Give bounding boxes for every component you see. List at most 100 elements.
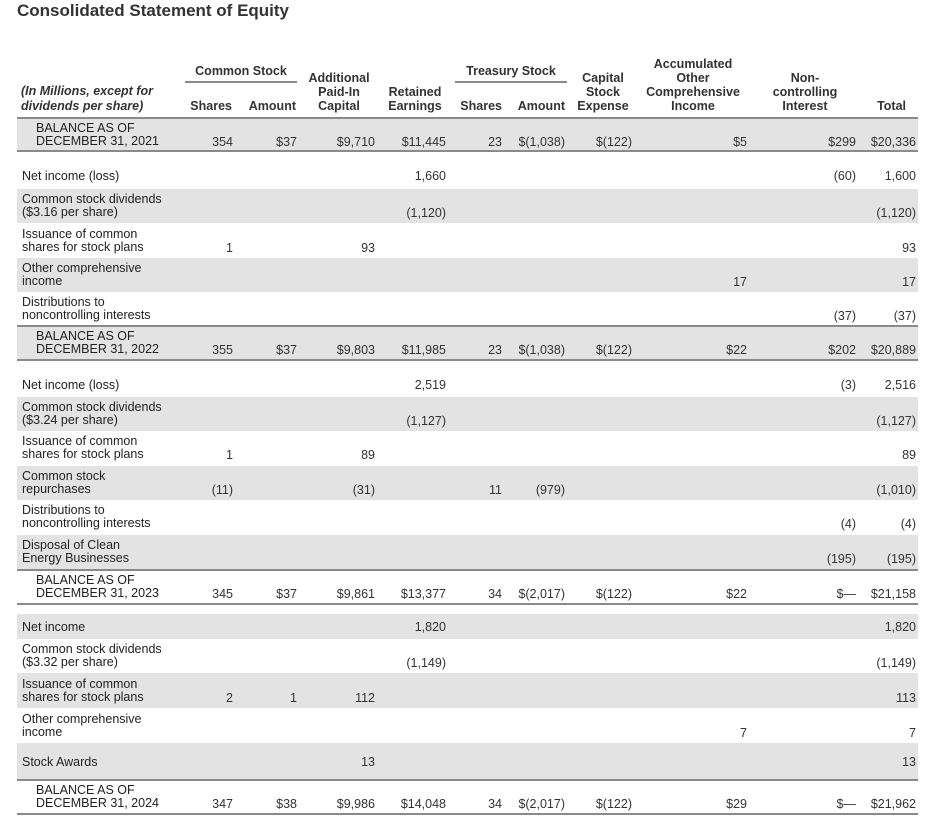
row-label-line: BALANCE AS OF (36, 783, 135, 797)
cell-total: 113 (896, 691, 916, 705)
row-label: Common stock dividends ($3.24 per share) (22, 401, 162, 427)
row-label-line: Common stock dividends (22, 192, 162, 206)
cell-total: (1,149) (876, 656, 916, 670)
cse-header-2: Stock (585, 85, 621, 99)
cell-retained: $11,985 (401, 343, 446, 357)
cell-nci: (60) (833, 169, 856, 183)
row-label: Common stock dividends ($3.32 per share) (22, 643, 162, 669)
row-label: BALANCE AS OF DECEMBER 31, 2023 (36, 574, 159, 600)
cell-total: 17 (902, 275, 916, 289)
row-label-line: DECEMBER 31, 2022 (36, 342, 159, 356)
balance-row: BALANCE AS OF DECEMBER 31, 2022 355 $37 $9,8… (17, 325, 918, 361)
nci-header-1: Non- (790, 71, 820, 85)
cell-nci: (195) (826, 552, 856, 566)
table-row: Stock Awards 13 13 (17, 743, 918, 779)
total-header: Total (877, 99, 906, 113)
cell-apic: (31) (352, 483, 375, 497)
cell-total: 1,600 (884, 169, 916, 183)
cell-t-shares: 11 (489, 483, 502, 497)
cell-apic: $9,861 (336, 587, 375, 601)
row-label-line: Net income (loss) (22, 378, 120, 392)
cell-retained: $14,048 (400, 797, 446, 811)
cell-retained: (1,149) (406, 656, 446, 670)
cell-total: $21,158 (870, 587, 916, 601)
cell-t-amount: (979) (535, 483, 565, 497)
aoci-header-3: Comprehensive (646, 85, 740, 99)
row-label: Common stock dividends ($3.16 per share) (22, 193, 162, 219)
row-label-line: Issuance of common (22, 227, 138, 241)
retained-header-1: Retained (388, 85, 442, 99)
cell-nci: $202 (828, 343, 856, 357)
cell-total: (1,010) (876, 483, 916, 497)
cell-aoci: 7 (740, 726, 747, 740)
cell-total: $21,962 (870, 797, 916, 811)
table-row: Disposal of Clean Energy Businesses (195) (… (17, 535, 918, 569)
cell-shares: 354 (212, 135, 233, 149)
cell-shares: 1 (226, 241, 233, 255)
table-row: Other comprehensive income 17 17 (17, 258, 918, 292)
cell-shares: 355 (212, 343, 233, 357)
table-row: Issuance of common shares for stock plans… (17, 431, 918, 465)
cell-aoci: $29 (726, 797, 747, 811)
row-label: Other comprehensive income (22, 713, 142, 739)
row-label-line: Stock Awards (22, 755, 98, 769)
row-label: Issuance of common shares for stock plans (22, 228, 144, 254)
row-label: Other comprehensive income (22, 262, 142, 288)
aoci-header-4: Income (671, 99, 715, 113)
table-row: Distributions to noncontrolling interests… (17, 292, 918, 325)
apic-header-3: Capital (318, 99, 360, 113)
table-row: Common stock dividends ($3.24 per share)(… (17, 397, 918, 431)
row-label: Net income (22, 621, 85, 634)
page-title: Consolidated Statement of Equity (17, 1, 290, 20)
cell-t-amount: $(2,017) (518, 587, 565, 601)
row-label-line: Energy Businesses (22, 551, 130, 565)
row-label-line: Common stock dividends (22, 400, 162, 414)
cell-aoci: $22 (726, 343, 747, 357)
cell-amount: $37 (276, 587, 297, 601)
row-label: Issuance of common shares for stock plans (22, 678, 144, 704)
row-label: Distributions to noncontrolling interests (22, 504, 151, 530)
row-label: Distributions to noncontrolling interests (22, 296, 151, 322)
cell-aoci: $22 (726, 587, 747, 601)
row-label-line: Common stock (22, 469, 106, 483)
cell-total: (195) (886, 552, 916, 566)
table-row: Common stock dividends ($3.16 per share) (… (17, 189, 918, 223)
retained-header-2: Earnings (388, 99, 442, 113)
row-label-line: income (22, 274, 63, 288)
aoci-header-1: Accumulated (653, 57, 733, 71)
nci-header-3: Interest (782, 99, 828, 113)
units-note-line-2: dividends per share) (21, 99, 144, 113)
row-label-line: BALANCE AS OF (36, 329, 135, 343)
cell-retained: (1,120) (406, 206, 446, 220)
row-label-line: DECEMBER 31, 2023 (36, 586, 159, 600)
common-stock-group-header: Common Stock (195, 64, 287, 78)
cell-total: 93 (902, 241, 916, 255)
apic-header-2: Paid-In (318, 85, 360, 99)
cell-shares: 345 (212, 587, 233, 601)
cse-header-3: Expense (577, 99, 629, 113)
cell-nci: $299 (828, 135, 856, 149)
cell-total: 7 (909, 726, 916, 740)
row-label: Net income (loss) (22, 170, 119, 183)
cell-apic: 13 (361, 755, 375, 769)
apic-header-1: Additional (308, 71, 370, 85)
cell-t-shares: 34 (488, 587, 502, 601)
amount-header: Amount (248, 99, 296, 113)
row-label-line: Other comprehensive (22, 261, 142, 275)
table-row: Other comprehensive income 7 7 (17, 708, 918, 743)
cell-t-amount: $(2,017) (518, 797, 565, 811)
table-row: Common stock repurchases (11) (31) 11 (979) (1… (17, 466, 918, 500)
cell-shares: (11) (211, 483, 233, 497)
row-label-line: noncontrolling interests (22, 516, 151, 530)
cell-aoci: $5 (733, 135, 747, 149)
cell-retained: $13,377 (400, 587, 446, 601)
cell-total: (1,120) (876, 206, 916, 220)
cell-total: 2,516 (884, 378, 916, 392)
row-label-line: income (22, 725, 63, 739)
cse-header-1: Capital (582, 71, 624, 85)
row-label-line: Issuance of common (22, 434, 138, 448)
cell-apic: 112 (355, 691, 375, 705)
cell-apic: $9,803 (336, 343, 375, 357)
cell-total: 1,820 (884, 620, 916, 634)
cell-amount: $38 (276, 797, 297, 811)
